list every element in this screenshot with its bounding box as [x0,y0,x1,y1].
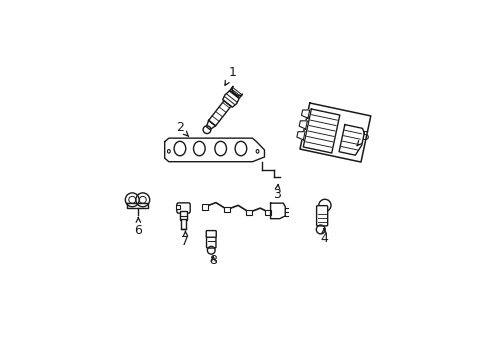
Polygon shape [126,203,148,208]
Bar [265,210,271,215]
Bar [181,220,185,229]
Bar [201,204,207,210]
Polygon shape [301,110,309,118]
Bar [245,210,251,215]
Polygon shape [229,87,242,98]
Polygon shape [270,203,285,219]
Polygon shape [208,101,230,126]
Text: 5: 5 [356,130,369,146]
Polygon shape [299,121,307,129]
Text: 3: 3 [272,184,280,201]
Text: 4: 4 [320,229,327,245]
Polygon shape [303,109,339,153]
Text: 8: 8 [209,254,217,267]
FancyBboxPatch shape [206,235,216,248]
Text: 6: 6 [134,218,142,237]
Text: 2: 2 [176,121,188,136]
FancyBboxPatch shape [316,206,327,226]
Polygon shape [296,132,305,140]
Bar [224,207,229,212]
Polygon shape [338,125,364,155]
Polygon shape [164,138,264,162]
Bar [180,211,187,220]
Polygon shape [222,91,239,107]
Text: 7: 7 [181,231,189,248]
FancyBboxPatch shape [206,231,216,237]
FancyBboxPatch shape [177,203,190,213]
Polygon shape [206,120,215,130]
Bar [176,205,179,209]
Text: 1: 1 [224,66,236,85]
